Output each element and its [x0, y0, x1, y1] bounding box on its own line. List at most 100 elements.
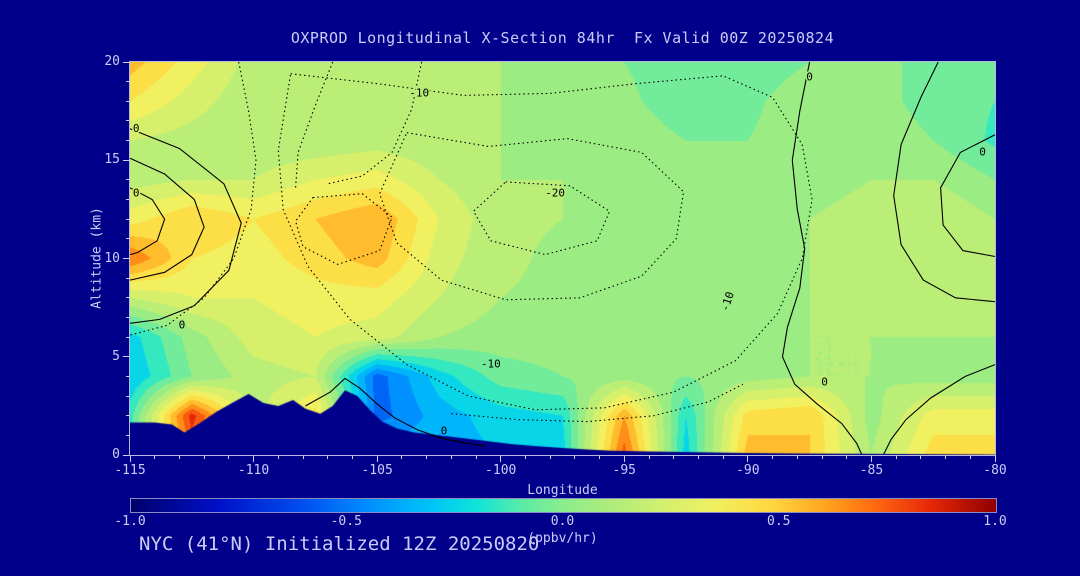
x-minor-tick	[154, 456, 156, 459]
x-minor-tick	[178, 456, 180, 459]
contour-label: 0	[179, 318, 186, 331]
y-tick-label: 10	[104, 250, 120, 266]
contour-label: 0	[806, 71, 813, 84]
contour-line--10-dotted	[451, 383, 744, 423]
x-minor-tick	[648, 456, 650, 459]
x-tick-label: -95	[612, 463, 637, 478]
x-minor-tick	[228, 456, 230, 459]
x-minor-tick	[475, 456, 477, 459]
contour-label: -10	[718, 290, 737, 313]
x-major-tick	[870, 456, 872, 462]
y-minor-tick	[126, 238, 129, 240]
contour-line-0-solid	[129, 128, 242, 324]
contour-label: 0	[979, 145, 986, 158]
contour-line-0-solid	[883, 364, 996, 455]
y-tick-label: 15	[104, 152, 120, 168]
contour-line-0-solid	[781, 61, 863, 455]
contour-line--10-dotted	[295, 61, 334, 188]
x-minor-tick	[524, 456, 526, 459]
y-minor-tick	[126, 140, 129, 142]
contour-line-0-solid	[129, 157, 205, 281]
x-major-tick	[623, 456, 625, 462]
x-minor-tick	[302, 456, 304, 459]
y-minor-tick	[126, 316, 129, 318]
contour-label: 0	[133, 187, 140, 200]
contour-line-0-solid	[893, 61, 996, 303]
y-major-tick	[123, 356, 129, 358]
x-minor-tick	[673, 456, 675, 459]
y-minor-tick	[126, 395, 129, 397]
y-major-tick	[123, 159, 129, 161]
contour-label: -10	[409, 86, 429, 99]
contour-line--20-dotted	[472, 181, 611, 256]
x-minor-tick	[895, 456, 897, 459]
contour-label: -20	[545, 187, 565, 200]
colorbar-tick-label: 0.5	[767, 514, 791, 529]
x-minor-tick	[846, 456, 848, 459]
y-minor-tick	[126, 415, 129, 417]
y-minor-tick	[126, 336, 129, 338]
x-minor-tick	[450, 456, 452, 459]
y-minor-tick	[126, 218, 129, 220]
y-minor-tick	[126, 375, 129, 377]
x-tick-label: -105	[361, 463, 393, 478]
heatmap-canvas	[130, 62, 995, 455]
colorbar-tick-label: 0.0	[550, 514, 575, 529]
y-minor-tick	[126, 100, 129, 102]
x-minor-tick	[920, 456, 922, 459]
x-major-tick	[500, 456, 502, 462]
x-axis-title: Longitude	[527, 483, 598, 498]
colorbar-tick-label: -0.5	[330, 514, 362, 529]
contour-label: 0	[441, 424, 448, 437]
contour-line--10-dotted	[327, 61, 423, 185]
x-minor-tick	[697, 456, 699, 459]
contour-line--10-dotted	[277, 73, 813, 411]
colorbar-tick-label: -1.0	[114, 514, 146, 529]
x-tick-label: -110	[237, 463, 270, 478]
x-minor-tick	[772, 456, 774, 459]
x-minor-tick	[401, 456, 403, 459]
contour-line-0-solid	[129, 187, 166, 256]
colorbar	[130, 498, 997, 513]
y-tick-label: 20	[104, 54, 120, 69]
y-major-tick	[123, 258, 129, 259]
x-tick-label: -85	[859, 463, 884, 478]
x-major-tick	[376, 456, 378, 462]
run-info: NYC (41°N) Initialized 12Z 20250820	[139, 533, 540, 555]
contour-line-0-solid	[305, 377, 486, 447]
x-minor-tick	[821, 456, 823, 459]
y-major-tick	[123, 61, 129, 63]
x-minor-tick	[203, 456, 205, 459]
contour-label: 0	[821, 375, 828, 388]
x-minor-tick	[327, 456, 329, 459]
y-minor-tick	[126, 120, 129, 122]
x-tick-label: -80	[983, 463, 1007, 478]
x-major-tick	[129, 456, 131, 462]
contour-line--10-dotted	[129, 61, 257, 336]
x-major-tick	[253, 456, 255, 462]
y-tick-label: 0	[112, 447, 120, 462]
x-tick-label: -90	[736, 463, 760, 478]
x-tick-label: -100	[485, 463, 517, 478]
y-major-tick	[123, 454, 129, 456]
y-minor-tick	[126, 179, 129, 181]
contour-line-0-solid	[940, 134, 996, 258]
colorbar-units: (ppbv/hr)	[527, 531, 598, 546]
x-minor-tick	[426, 456, 428, 459]
chart-title: OXPROD Longitudinal X-Section 84hr Fx Va…	[290, 29, 835, 47]
x-minor-tick	[277, 456, 279, 459]
y-minor-tick	[126, 297, 129, 299]
x-major-tick	[994, 456, 996, 462]
y-tick-label: 5	[112, 348, 120, 364]
x-minor-tick	[722, 456, 724, 459]
contour-line--10-dotted	[294, 193, 393, 265]
x-minor-tick	[351, 456, 353, 459]
y-minor-tick	[126, 81, 129, 83]
plot-area: 0 0 0 -10 -20 -10 -10 0 0 0 0	[129, 61, 996, 456]
x-minor-tick	[945, 456, 947, 459]
x-minor-tick	[796, 456, 798, 459]
x-minor-tick	[969, 456, 971, 459]
y-minor-tick	[126, 277, 129, 279]
y-minor-tick	[126, 199, 129, 201]
x-major-tick	[747, 456, 749, 462]
